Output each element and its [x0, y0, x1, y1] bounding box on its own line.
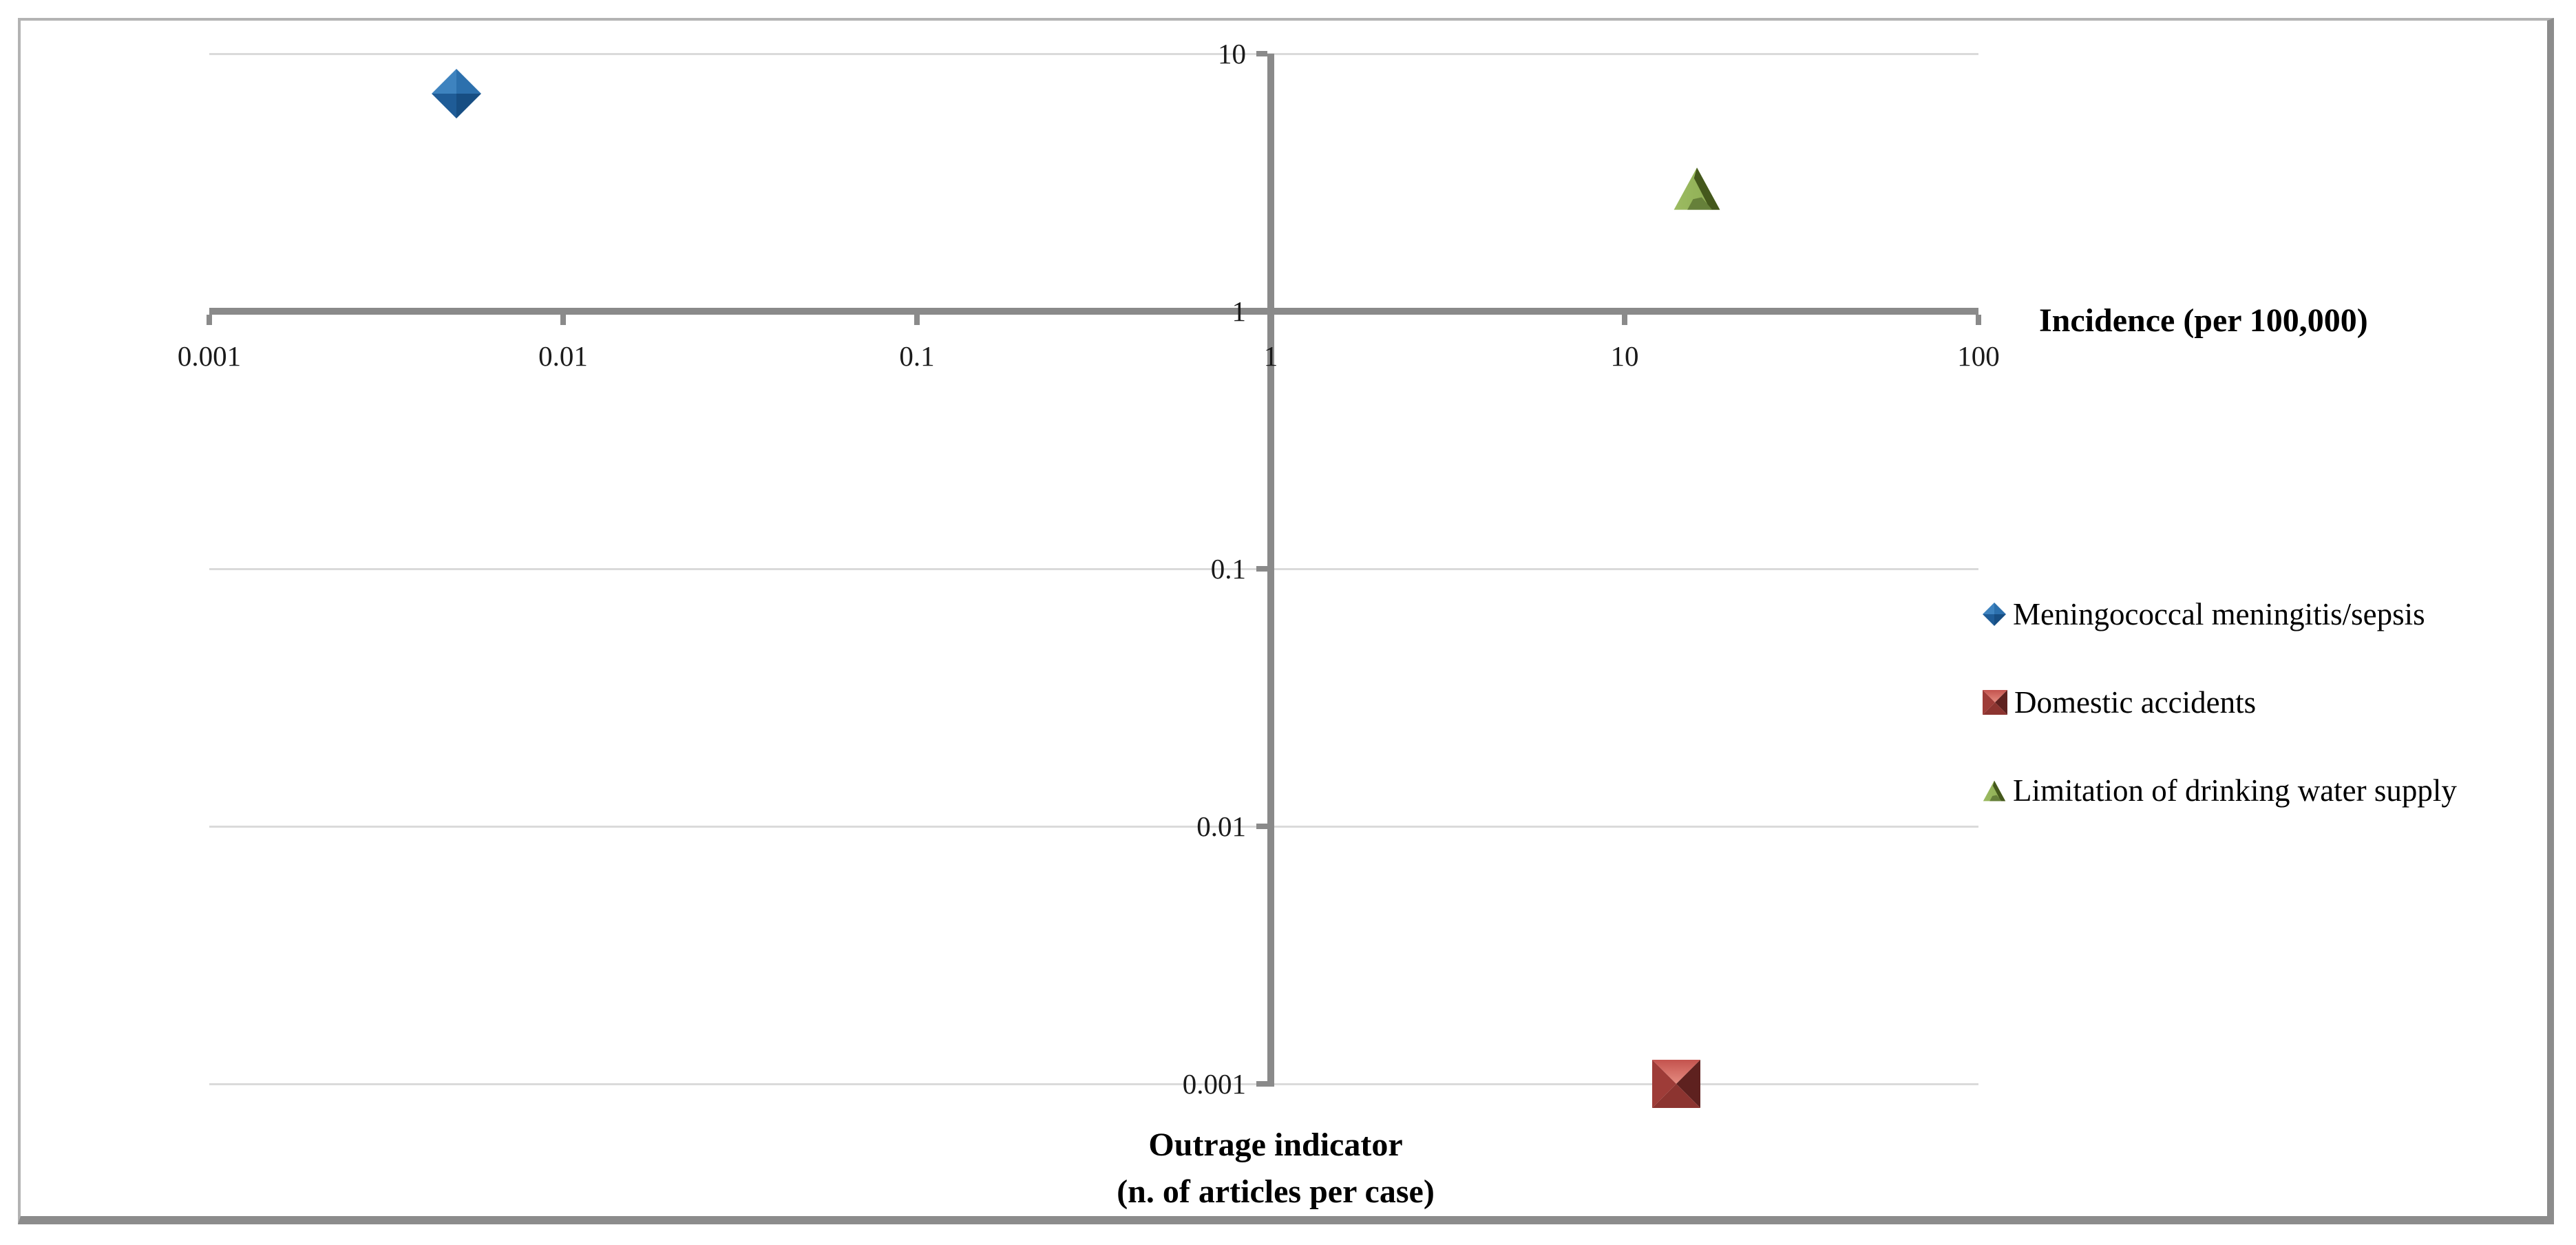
x-tick-label: 100: [1957, 340, 2000, 372]
data-point-square: [1652, 1060, 1701, 1108]
y-axis-tick: [1256, 566, 1267, 572]
y-axis-title-line2: (n. of articles per case): [1117, 1173, 1435, 1210]
x-tick-label: 0.01: [538, 340, 588, 372]
x-tick-label: 1: [1263, 340, 1278, 372]
y-tick-label: 0.01: [1196, 810, 1246, 842]
y-tick-label: 1: [1232, 295, 1247, 327]
x-axis-line: [209, 308, 1978, 315]
y-axis-tick: [1256, 51, 1267, 56]
gridline: [209, 567, 1978, 570]
x-axis-tick: [207, 315, 212, 325]
y-axis-title-line1: Outrage indicator: [1148, 1127, 1403, 1163]
figure-border: [18, 18, 2554, 1224]
y-axis-tick: [1256, 1081, 1267, 1087]
y-axis-tick: [1256, 824, 1267, 829]
x-axis-tick: [1268, 315, 1274, 325]
diamond-marker-shape: [432, 68, 482, 118]
x-axis-tick: [1622, 315, 1627, 325]
gridline: [209, 1082, 1978, 1085]
x-tick-label: 0.1: [899, 340, 935, 372]
gridline: [209, 825, 1978, 828]
triangle-marker-shape: [1674, 167, 1720, 210]
y-tick-label: 10: [1218, 38, 1246, 70]
gridline: [209, 52, 1978, 55]
y-tick-label: 0.1: [1210, 553, 1246, 585]
square-marker-shape: [1652, 1060, 1701, 1108]
x-tick-label: 10: [1610, 340, 1639, 372]
x-axis-tick: [560, 315, 566, 325]
data-point-diamond: [432, 68, 482, 118]
x-axis-title: Incidence (per 100,000): [2039, 302, 2368, 339]
data-point-triangle: [1673, 167, 1721, 211]
x-tick-label: 0.001: [177, 340, 242, 372]
y-axis-title: Outrage indicator (n. of articles per ca…: [997, 1122, 1554, 1215]
y-axis-line: [1267, 54, 1274, 1087]
y-tick-label: 0.001: [1182, 1068, 1246, 1100]
x-axis-tick: [1976, 315, 1981, 325]
x-axis-tick: [914, 315, 920, 325]
